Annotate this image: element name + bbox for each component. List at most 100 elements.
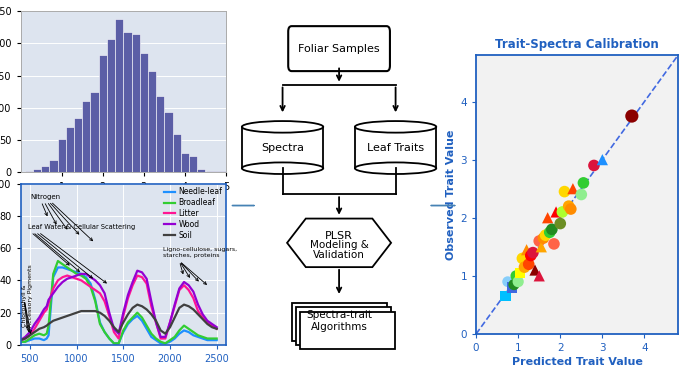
Litter (171, 304, 179, 308)
Wood (77, 272, 86, 276)
Soil (189, 307, 197, 312)
Needle-leaf (203, 338, 212, 342)
Needle-leaf (129, 317, 137, 321)
Needle-leaf (180, 328, 188, 333)
Litter (77, 278, 86, 283)
Needle-leaf (133, 314, 141, 318)
Litter (40, 310, 48, 315)
Soil (45, 322, 53, 326)
Needle-leaf (49, 275, 58, 279)
Soil (86, 309, 95, 313)
Soil (184, 304, 192, 308)
Litter (142, 281, 151, 286)
Wood (194, 302, 202, 307)
Text: Foliar Samples: Foliar Samples (298, 44, 380, 54)
Soil (26, 333, 34, 338)
Point (626, 113, 637, 119)
Needle-leaf (86, 281, 95, 286)
Wood (82, 272, 90, 276)
Litter (133, 273, 141, 278)
Point (551, 209, 562, 215)
Wood (124, 293, 132, 297)
Bar (132, 34, 140, 172)
Soil (114, 330, 123, 334)
Soil (161, 331, 169, 336)
Line: Litter: Litter (21, 276, 216, 340)
Point (525, 252, 536, 258)
Litter (42, 307, 51, 312)
Wood (119, 310, 127, 315)
Litter (189, 296, 197, 300)
Litter (138, 275, 146, 279)
Wood (42, 304, 51, 308)
Wood (96, 283, 104, 287)
Broadleaf (194, 333, 202, 338)
Wood (16, 338, 25, 342)
Broadleaf (16, 339, 25, 344)
Litter (184, 288, 192, 292)
Soil (124, 312, 132, 316)
Needle-leaf (184, 330, 192, 334)
Soil (77, 309, 86, 313)
Needle-leaf (58, 265, 66, 270)
Point (547, 226, 558, 232)
Bar (242, 127, 323, 168)
Litter (96, 291, 104, 295)
Needle-leaf (105, 336, 114, 341)
Needle-leaf (138, 319, 146, 323)
Litter (26, 333, 34, 338)
Broadleaf (45, 323, 53, 328)
Litter (58, 275, 66, 279)
Point (534, 273, 545, 279)
Point (557, 209, 568, 215)
Point (597, 157, 608, 163)
FancyBboxPatch shape (288, 26, 390, 71)
Needle-leaf (91, 298, 99, 302)
Point (508, 281, 519, 287)
Bar (66, 127, 74, 172)
Litter (105, 314, 114, 318)
Bar (148, 71, 156, 172)
Litter (203, 320, 212, 324)
Polygon shape (287, 219, 391, 267)
Point (542, 215, 553, 221)
Wood (208, 322, 216, 326)
Needle-leaf (63, 267, 71, 271)
Soil (171, 315, 179, 320)
Bar (197, 169, 205, 172)
Wood (166, 320, 174, 324)
Needle-leaf (212, 338, 221, 342)
Point (549, 241, 560, 247)
Text: Leaf Traits: Leaf Traits (367, 142, 424, 153)
Text: Leaf Water & Cellular Scattering: Leaf Water & Cellular Scattering (28, 224, 135, 230)
Broadleaf (175, 328, 184, 333)
Broadleaf (161, 341, 169, 346)
Litter (180, 283, 188, 287)
Litter (212, 327, 221, 331)
Broadleaf (77, 273, 86, 278)
Point (578, 180, 589, 186)
Soil (194, 312, 202, 316)
Point (567, 186, 578, 192)
Bar (140, 53, 148, 172)
Point (515, 270, 526, 276)
Wood (152, 320, 160, 324)
Wood (110, 327, 118, 331)
Broadleaf (184, 327, 192, 331)
Point (519, 264, 530, 270)
Needle-leaf (157, 341, 165, 346)
Needle-leaf (54, 265, 62, 270)
Soil (129, 306, 137, 310)
Needle-leaf (42, 336, 51, 341)
Wood (161, 335, 169, 339)
Litter (166, 320, 174, 324)
Needle-leaf (73, 270, 81, 275)
Soil (96, 310, 104, 315)
Bar (99, 55, 107, 172)
Text: Spectra-trait
Algorithms: Spectra-trait Algorithms (306, 310, 372, 332)
Broadleaf (86, 285, 95, 289)
Wood (203, 319, 212, 323)
Point (517, 255, 528, 261)
Soil (54, 317, 62, 321)
Soil (133, 302, 141, 307)
